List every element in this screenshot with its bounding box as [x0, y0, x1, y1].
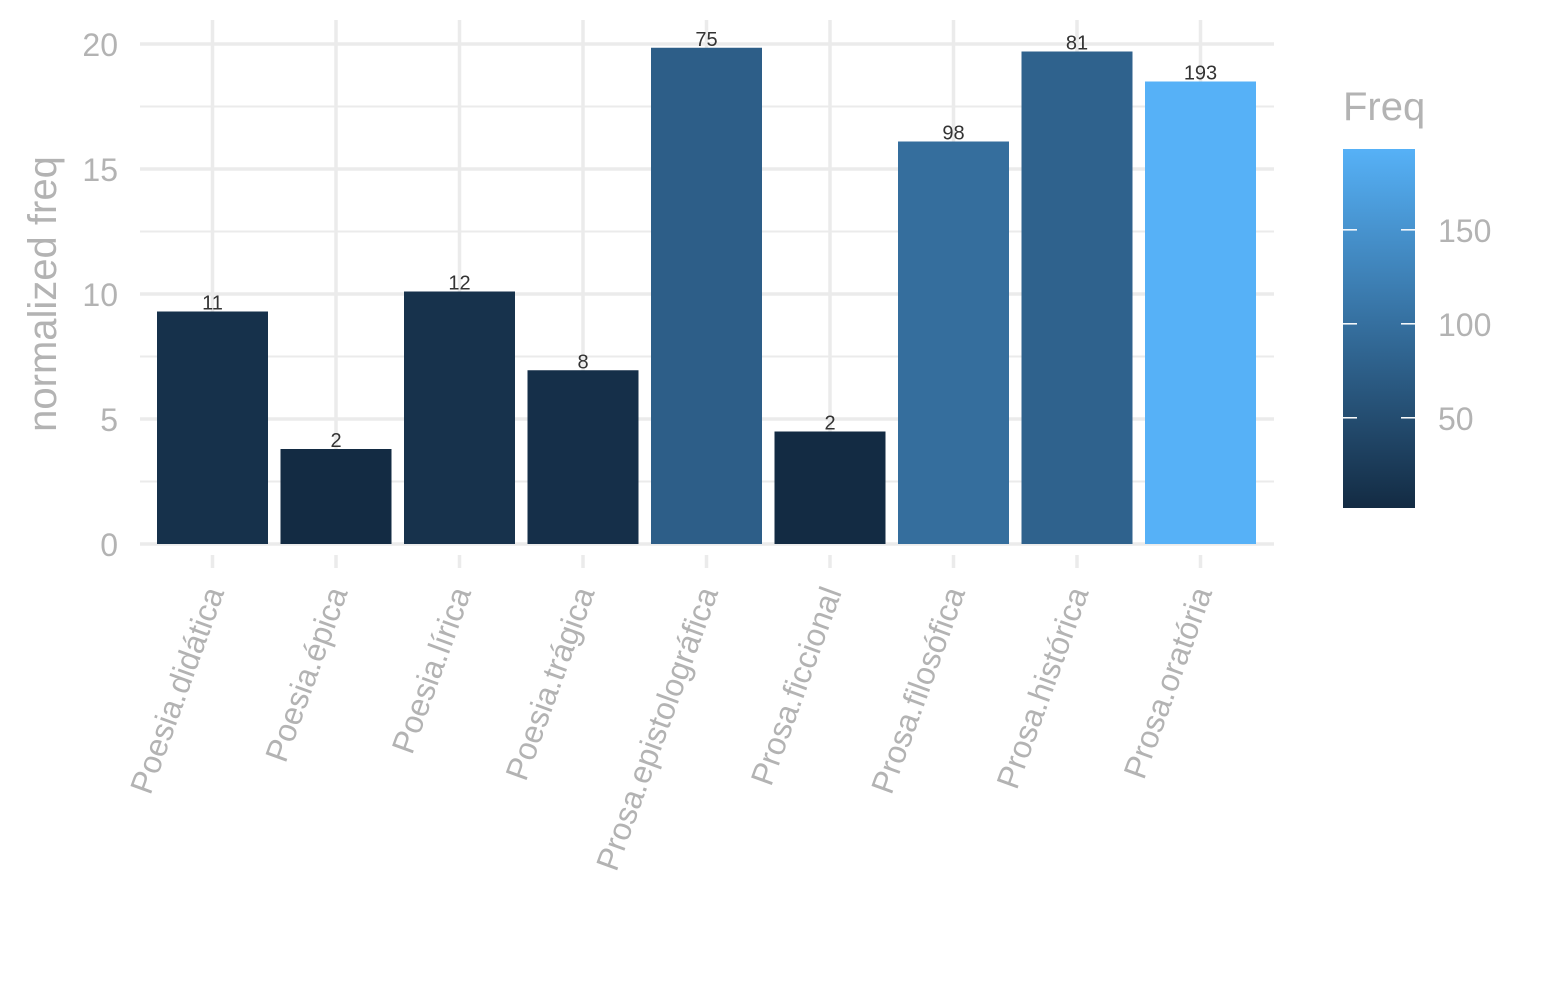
color-legend: Freq 50 100 150: [1343, 85, 1491, 508]
y-tick-label: 15: [82, 152, 118, 188]
x-axis-ticks: Poesia.didática Poesia.épica Poesia.lírica…: [123, 555, 1219, 875]
y-axis-title: normalized freq: [21, 156, 65, 432]
y-tick-label: 10: [82, 277, 118, 313]
x-tick-label: Poesia.didática: [123, 582, 231, 798]
bar: [1021, 51, 1133, 544]
bar-value-label: 11: [202, 293, 223, 315]
bar-value-label: 98: [942, 123, 964, 145]
bar: [651, 47, 762, 544]
y-tick-label: 0: [100, 527, 118, 563]
bar: [527, 370, 639, 544]
bar: [898, 141, 1009, 544]
bar-value-label: 193: [1184, 63, 1217, 85]
bar-value-label: 2: [824, 413, 835, 435]
x-tick-label: Prosa.epistolográfica: [589, 582, 725, 875]
x-tick-label: Poesia.trágica: [498, 582, 601, 785]
bar-value-label: 75: [695, 29, 717, 51]
x-tick-label: Prosa.histórica: [989, 582, 1095, 793]
bar-value-label: 8: [577, 351, 588, 373]
legend-ticks: 50 100 150: [1343, 213, 1491, 437]
legend-tick-label: 100: [1438, 307, 1491, 343]
legend-tick-label: 150: [1438, 213, 1491, 249]
bar-labels: 11 2 12 8 75 2 98 81 193: [202, 29, 1217, 452]
legend-tick-label: 50: [1438, 401, 1474, 437]
bar-value-label: 81: [1066, 33, 1088, 55]
bar-value-label: 2: [330, 430, 341, 452]
y-axis-ticks: 0 5 10 15 20: [82, 27, 118, 563]
bar: [280, 449, 392, 544]
y-tick-label: 20: [82, 27, 118, 63]
legend-title: Freq: [1343, 85, 1425, 129]
legend-colorbar: [1343, 149, 1415, 508]
x-tick-label: Poesia.lírica: [385, 582, 479, 758]
bar: [1145, 81, 1256, 544]
bar: [157, 311, 268, 544]
y-tick-label: 5: [100, 402, 118, 438]
bar-value-label: 12: [448, 273, 470, 295]
bar: [404, 291, 515, 544]
x-tick-label: Prosa.oratória: [1117, 582, 1220, 783]
bars: [157, 47, 1256, 544]
x-tick-label: Prosa.ficcional: [744, 582, 849, 790]
bar: [774, 431, 886, 544]
x-tick-label: Poesia.épica: [258, 582, 355, 767]
x-tick-label: Prosa.filosófica: [864, 582, 972, 798]
